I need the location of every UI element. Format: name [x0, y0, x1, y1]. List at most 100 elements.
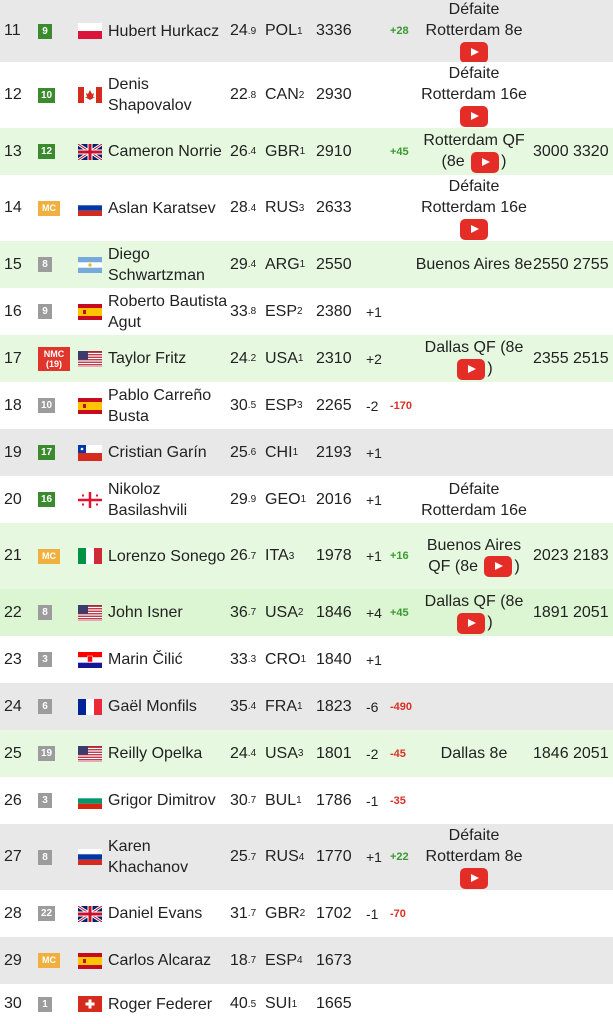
player-name[interactable]: Cristian Garín [108, 429, 230, 476]
player-name-link[interactable]: Taylor Fritz [108, 350, 187, 367]
player-name[interactable]: John Isner [108, 589, 230, 636]
player-name-link[interactable]: Karen Khachanov [108, 838, 189, 876]
age: 25.7 [230, 824, 265, 890]
player-name-link[interactable]: Daniel Evans [108, 905, 203, 922]
event-text: Défaite Rotterdam 16e [421, 480, 527, 519]
player-name[interactable]: Aslan Karatsev [108, 175, 230, 241]
player-name-link[interactable]: Carlos Alcaraz [108, 952, 212, 969]
tournament-count-badge: MC [38, 523, 70, 589]
player-name-link[interactable]: Pablo Carreño Busta [108, 386, 212, 425]
player-name[interactable]: Cameron Norrie [108, 128, 230, 175]
points-delta: -35 [390, 794, 406, 807]
player-name[interactable]: Taylor Fritz [108, 335, 230, 382]
table-row: 27 8 Karen Khachanov 25.7 RUS 4 1770 +1 +22 Défai… [0, 824, 613, 890]
youtube-icon[interactable] [457, 358, 486, 380]
player-name-link[interactable]: Gaël Monfils [108, 698, 197, 715]
youtube-icon[interactable] [471, 151, 500, 173]
table-row: 23 3 Marin Čilić 33.3 CRO 1 1840 +1 [0, 636, 613, 683]
youtube-icon[interactable] [460, 105, 488, 127]
current-event [415, 429, 533, 476]
points-delta [390, 62, 416, 128]
age: 33.8 [230, 288, 265, 335]
badge-label: 10 [38, 87, 56, 103]
potential-points-min [533, 0, 573, 62]
rank-change: +1 [366, 491, 382, 508]
player-name-link[interactable]: Roberto Bautista Agut [108, 292, 228, 331]
flag-icon-arg [78, 241, 102, 288]
rank-change: +1 [366, 651, 382, 668]
country-rank: 4 [298, 851, 305, 863]
flag-icon-bul [78, 777, 102, 824]
player-name[interactable]: Denis Shapovalov [108, 62, 230, 128]
player-name[interactable]: Marin Čilić [108, 636, 230, 683]
potential-points-max [573, 429, 613, 476]
youtube-icon[interactable] [460, 41, 488, 63]
points-delta [390, 937, 416, 984]
tournament-count-badge: 8 [38, 824, 70, 890]
potential-points-max: 3320 [573, 142, 609, 160]
player-name-link[interactable]: Cameron Norrie [108, 143, 222, 160]
badge-label: 16 [38, 492, 56, 507]
tournament-count-badge: 19 [38, 730, 70, 777]
country-rank: 2 [299, 908, 306, 919]
player-name-link[interactable]: Roger Federer [108, 995, 213, 1013]
player-name[interactable]: Pablo Carreño Busta [108, 382, 230, 429]
table-row: 24 6 Gaël Monfils 35.4 FRA 1 1823 -6 -490 [0, 683, 613, 730]
player-name[interactable]: Gaël Monfils [108, 683, 230, 730]
player-name-link[interactable]: Diego Schwartzman [108, 245, 205, 284]
player-name-link[interactable]: Lorenzo Sonego [108, 547, 226, 565]
player-name[interactable]: Daniel Evans [108, 890, 230, 937]
player-name[interactable]: Lorenzo Sonego [108, 523, 230, 589]
age-years: 28 [230, 199, 248, 216]
table-row: 19 17 Cristian Garín 25.6 CHI 1 2193 +1 [0, 429, 613, 476]
badge-label: 3 [38, 652, 52, 667]
country-code: ESP [265, 396, 298, 414]
player-name-link[interactable]: Cristian Garín [108, 444, 207, 461]
player-name[interactable]: Grigor Dimitrov [108, 777, 230, 824]
country-code: CAN [265, 86, 299, 103]
age-decimal: .4 [247, 146, 257, 157]
country-code: RUS [265, 199, 299, 216]
potential-points-max: 2051 [573, 603, 609, 621]
country: POL 1 [265, 0, 315, 62]
age: 35.4 [230, 683, 265, 730]
table-row: 14 MC Aslan Karatsev 28.4 RUS 3 2633 Défaite Ro… [0, 175, 613, 241]
current-event: Défaite Rotterdam 16e [415, 62, 533, 128]
player-name-link[interactable]: Nikoloz Basilashvili [108, 480, 188, 519]
player-name-link[interactable]: Hubert Hurkacz [108, 22, 220, 40]
points: 2550 [316, 255, 352, 273]
youtube-icon[interactable] [484, 556, 513, 578]
player-name-link[interactable]: Denis Shapovalov [108, 76, 192, 114]
player-name[interactable]: Nikoloz Basilashvili [108, 476, 230, 523]
age-decimal: .9 [247, 494, 257, 505]
youtube-icon[interactable] [457, 612, 486, 634]
player-name[interactable]: Reilly Opelka [108, 730, 230, 777]
youtube-icon[interactable] [460, 867, 488, 889]
player-name[interactable]: Roberto Bautista Agut [108, 288, 230, 335]
player-name-link[interactable]: Marin Čilić [108, 651, 183, 668]
player-name[interactable]: Carlos Alcaraz [108, 937, 230, 984]
player-name-link[interactable]: Grigor Dimitrov [108, 792, 216, 809]
rank-change: +1 [366, 444, 382, 461]
tournament-count-badge: 8 [38, 241, 70, 288]
player-name[interactable]: Diego Schwartzman [108, 241, 230, 288]
player-name-link[interactable]: John Isner [108, 604, 183, 621]
player-name-link[interactable]: Reilly Opelka [108, 745, 203, 762]
current-event [415, 636, 533, 683]
player-name[interactable]: Roger Federer [108, 984, 230, 1024]
youtube-icon[interactable] [460, 218, 488, 240]
table-row: 11 9 Hubert Hurkacz 24.9 POL 1 3336 +28 Défaite … [0, 0, 613, 63]
player-name-link[interactable]: Aslan Karatsev [108, 199, 216, 217]
player-name[interactable]: Karen Khachanov [108, 824, 230, 890]
country: USA 3 [265, 730, 315, 777]
age-decimal: .8 [247, 306, 257, 317]
country-code: RUS [265, 848, 299, 865]
event-text: Défaite Rotterdam 16e [421, 178, 527, 217]
player-name[interactable]: Hubert Hurkacz [108, 0, 230, 62]
country-code: ESP [265, 951, 298, 969]
points: 2193 [316, 443, 352, 461]
rank-change: +2 [366, 350, 382, 367]
flag-icon-usa [78, 730, 102, 777]
potential-points-max: 2051 [573, 744, 609, 762]
current-event [415, 890, 533, 937]
